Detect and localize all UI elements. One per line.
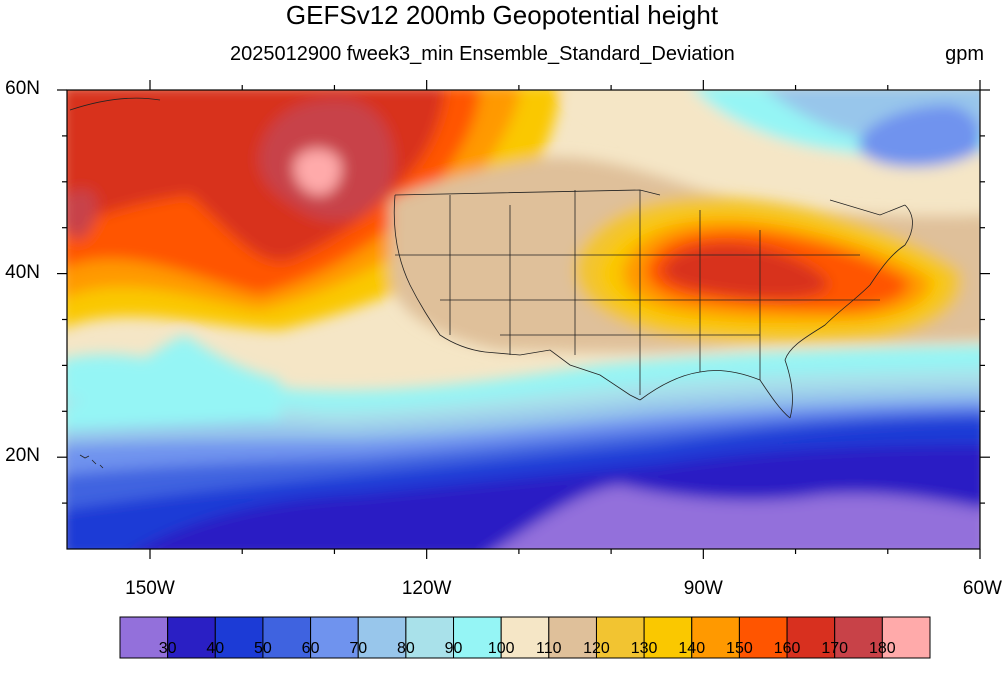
colorbar-label: 40 — [206, 640, 225, 657]
colorbar-label: 180 — [868, 640, 896, 657]
map-title: GEFSv12 200mb Geopotential height — [285, 0, 719, 30]
map-subtitle: 2025012900 fweek3_min Ensemble_Standard_… — [230, 43, 735, 65]
lat-label: 20N — [5, 445, 40, 467]
colorbar — [119, 616, 931, 659]
colorbar-swatch — [691, 616, 740, 659]
colorbar-swatch — [881, 616, 931, 659]
colorbar-label: 60 — [301, 640, 320, 657]
axis-ticks — [57, 80, 990, 559]
colorbar-label: 170 — [821, 640, 849, 657]
colorbar-label: 30 — [158, 640, 177, 657]
colorbar-swatch — [738, 616, 788, 659]
colorbar-label: 120 — [583, 640, 610, 657]
colorbar-swatch — [548, 616, 597, 659]
colorbar-swatch — [834, 616, 883, 659]
colorbar-swatch — [643, 616, 693, 659]
colorbar-swatch — [786, 616, 836, 659]
units-label: gpm — [945, 43, 984, 65]
colorbar-swatch — [595, 616, 645, 659]
lon-label: 150W — [125, 578, 175, 599]
colorbar-label: 80 — [396, 640, 415, 657]
colorbar-swatch — [357, 616, 407, 659]
coastlines — [69, 97, 913, 469]
colorbar-swatch — [214, 616, 264, 659]
colorbar-swatch — [262, 616, 312, 659]
lon-label: 120W — [401, 578, 452, 599]
colorbar-label: 110 — [536, 640, 562, 657]
colorbar-label: 90 — [444, 640, 463, 657]
lon-label: 60W — [962, 578, 1002, 599]
colorbar-swatch — [167, 616, 216, 659]
colorbar-label: 50 — [254, 640, 272, 657]
colorbar-label: 140 — [678, 640, 706, 657]
colorbar-label: 130 — [630, 640, 658, 657]
lat-label: 40N — [5, 261, 40, 283]
colorbar-swatch — [500, 616, 550, 659]
colorbar-label: 70 — [349, 640, 368, 657]
lat-label: 60N — [5, 78, 40, 99]
lon-label: 90W — [683, 578, 723, 599]
colorbar-label: 150 — [726, 640, 753, 657]
contour-field — [67, 90, 980, 549]
colorbar-label: 160 — [773, 640, 801, 657]
colorbar-label: 100 — [487, 640, 515, 657]
